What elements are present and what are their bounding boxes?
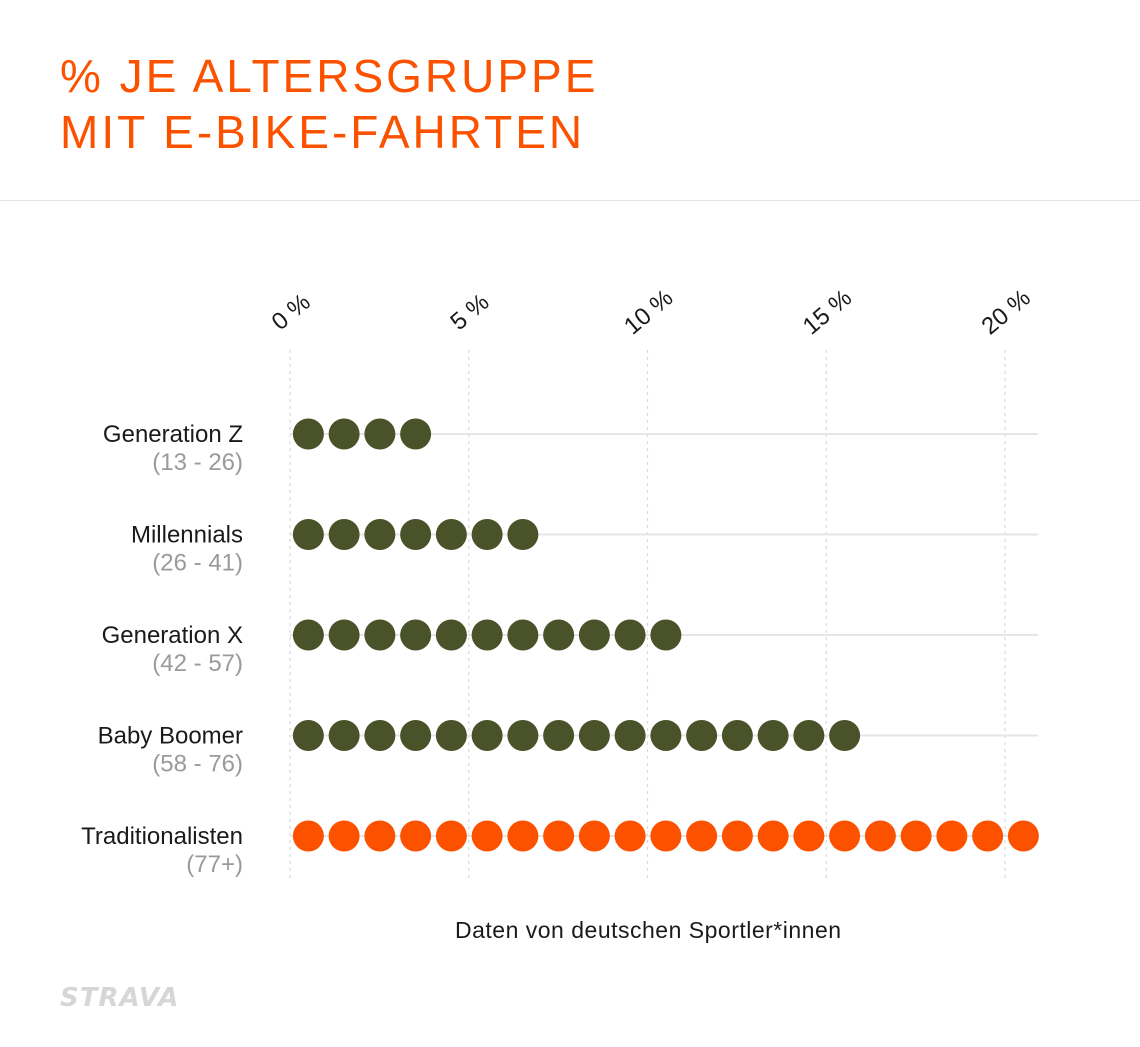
data-dot xyxy=(650,720,682,751)
category-label: Millennials xyxy=(131,522,243,549)
data-dot xyxy=(1007,820,1039,852)
data-dot xyxy=(507,820,539,852)
data-dot xyxy=(328,418,360,450)
data-dot xyxy=(614,820,646,852)
data-dot xyxy=(364,619,396,651)
data-dot xyxy=(793,820,825,852)
data-dot xyxy=(400,820,432,852)
data-dot xyxy=(578,619,610,651)
data-dot xyxy=(507,519,539,550)
data-dot xyxy=(829,720,861,751)
data-dot xyxy=(507,720,539,751)
data-dot xyxy=(650,619,682,651)
title-line-2: MIT E-BIKE-FAHRTEN xyxy=(60,106,586,158)
data-dot xyxy=(614,720,646,751)
data-dot xyxy=(292,519,324,550)
data-dot xyxy=(471,820,503,852)
category-label: Baby Boomer xyxy=(98,723,243,750)
data-dot xyxy=(471,720,503,751)
data-dot xyxy=(686,820,718,852)
data-dot xyxy=(292,720,324,751)
data-dot xyxy=(900,820,932,852)
title-divider xyxy=(0,200,1140,201)
x-tick-label: 15 % xyxy=(798,284,857,340)
data-dot xyxy=(292,820,324,852)
data-dot xyxy=(400,720,432,751)
data-dot xyxy=(793,720,825,751)
data-dot xyxy=(435,820,467,852)
data-dot xyxy=(328,720,360,751)
data-dot xyxy=(721,720,753,751)
x-tick-label: 20 % xyxy=(977,284,1036,340)
data-dot xyxy=(543,619,575,651)
data-dot xyxy=(435,619,467,651)
data-dot xyxy=(471,619,503,651)
data-dot xyxy=(543,720,575,751)
data-dot xyxy=(936,820,968,852)
data-dot xyxy=(435,519,467,550)
data-dot xyxy=(328,619,360,651)
data-dot xyxy=(757,820,789,852)
data-dot xyxy=(400,418,432,450)
data-dot xyxy=(400,519,432,550)
data-dot xyxy=(972,820,1004,852)
x-tick-label: 5 % xyxy=(445,289,494,336)
category-label: Generation Z xyxy=(103,421,243,448)
data-dot xyxy=(507,619,539,651)
category-range: (77+) xyxy=(186,851,243,878)
category-label: Generation X xyxy=(102,622,243,649)
category-range: (13 - 26) xyxy=(152,449,243,476)
data-dot xyxy=(364,820,396,852)
category-range: (58 - 76) xyxy=(152,751,243,778)
x-tick-label: 0 % xyxy=(267,289,316,336)
data-dot xyxy=(364,519,396,550)
category-range: (42 - 57) xyxy=(152,650,243,677)
data-dot xyxy=(614,619,646,651)
data-dot xyxy=(400,619,432,651)
chart-caption: Daten von deutschen Sportler*innen xyxy=(455,917,842,943)
strava-logo: STRAVA xyxy=(60,983,180,1013)
data-dot xyxy=(471,519,503,550)
data-dot xyxy=(686,720,718,751)
data-dot xyxy=(364,720,396,751)
data-dot xyxy=(543,820,575,852)
data-dot xyxy=(829,820,861,852)
data-dot xyxy=(864,820,896,852)
data-dot xyxy=(292,418,324,450)
data-dot xyxy=(721,820,753,852)
chart-title: % JE ALTERSGRUPPE MIT E-BIKE-FAHRTEN xyxy=(60,48,598,160)
category-range: (26 - 41) xyxy=(152,550,243,577)
category-label: Traditionalisten xyxy=(81,823,243,850)
data-dot xyxy=(328,519,360,550)
x-tick-label: 10 % xyxy=(619,284,678,340)
data-dot xyxy=(292,619,324,651)
data-dot xyxy=(650,820,682,852)
data-dot xyxy=(364,418,396,450)
data-dot xyxy=(757,720,789,751)
data-dot xyxy=(435,720,467,751)
data-dot xyxy=(578,720,610,751)
data-dot xyxy=(328,820,360,852)
title-line-1: % JE ALTERSGRUPPE xyxy=(60,50,599,102)
data-dot xyxy=(578,820,610,852)
